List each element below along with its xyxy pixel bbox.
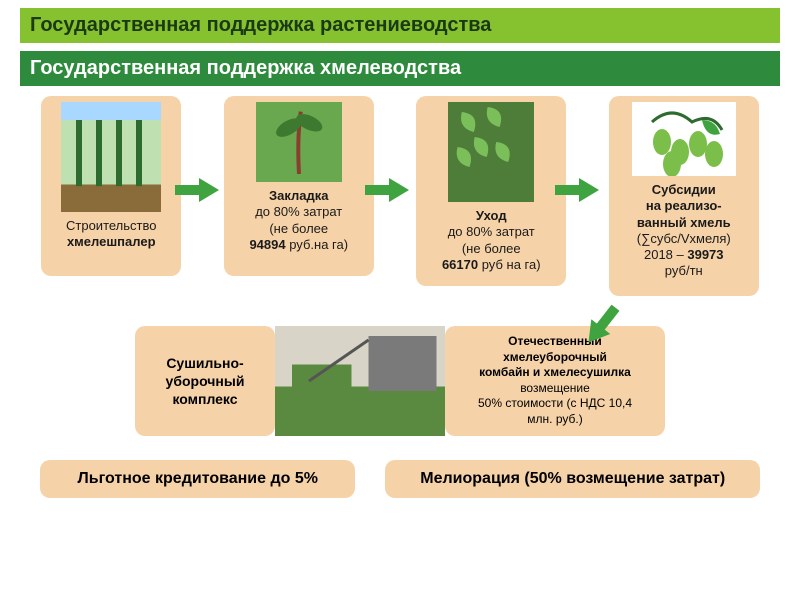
title-hop-support: Государственная поддержка хмелеводства bbox=[20, 51, 780, 86]
pill-melioration: Мелиорация (50% возмещение затрат) bbox=[385, 460, 760, 498]
stage-card-planting: Закладкадо 80% затрат(не более94894 руб.… bbox=[224, 96, 374, 276]
pill-credit: Льготное кредитование до 5% bbox=[40, 460, 355, 498]
arrow-right-icon bbox=[555, 178, 599, 202]
stage-text: (∑субс/Vхмеля) bbox=[637, 231, 731, 247]
stage-text: до 80% затрат bbox=[448, 224, 535, 240]
stage-text: (не более bbox=[269, 221, 328, 237]
hop-poles-image bbox=[61, 102, 161, 212]
arrow-right-icon bbox=[365, 178, 409, 202]
complex-left-label: Сушильно- уборочный комплекс bbox=[135, 326, 275, 436]
complex-line: 50% стоимости (с НДС 10,4 bbox=[455, 396, 655, 412]
stage-text: Субсидии bbox=[652, 182, 716, 198]
complex-line: Отечественный bbox=[455, 334, 655, 350]
stage-text: ванный хмель bbox=[637, 215, 731, 231]
stage-text: Уход bbox=[476, 208, 507, 224]
bottom-row: Льготное кредитование до 5% Мелиорация (… bbox=[40, 460, 760, 498]
stage-text: руб/тн bbox=[665, 263, 703, 279]
hop-cones-image bbox=[632, 102, 736, 176]
complex-image-wrap bbox=[275, 326, 445, 436]
stage-card-subsidy: Субсидиина реализо-ванный хмель(∑субс/Vх… bbox=[609, 96, 759, 296]
complex-line: комбайн и хмелесушилка bbox=[455, 365, 655, 381]
stage-text: до 80% затрат bbox=[255, 204, 342, 220]
stage-text: (не более bbox=[462, 241, 521, 257]
stage-text: 66170 руб на га) bbox=[442, 257, 541, 273]
stage-text: 2018 – 39973 bbox=[644, 247, 724, 263]
complex-line: млн. руб.) bbox=[455, 412, 655, 428]
title-crop-support: Государственная поддержка растениеводств… bbox=[20, 8, 780, 43]
stage-card-care: Уходдо 80% затрат(не более66170 руб на г… bbox=[416, 96, 566, 286]
complex-right-text: Отечественныйхмелеуборочныйкомбайн и хме… bbox=[445, 326, 665, 436]
stage-text: хмелешпалер bbox=[67, 234, 156, 250]
complex-line: возмещение bbox=[455, 381, 655, 397]
stage-text: 94894 руб.на га) bbox=[249, 237, 348, 253]
sprout-image bbox=[256, 102, 342, 182]
complex-line: хмелеуборочный bbox=[455, 350, 655, 366]
harvester-image bbox=[275, 326, 445, 436]
stage-text: Закладка bbox=[269, 188, 329, 204]
arrow-right-icon bbox=[175, 178, 219, 202]
leaves-image bbox=[448, 102, 534, 202]
stage-text: Строительство bbox=[66, 218, 156, 234]
stage-text: на реализо- bbox=[646, 198, 722, 214]
stage-card-construction: Строительствохмелешпалер bbox=[41, 96, 181, 276]
